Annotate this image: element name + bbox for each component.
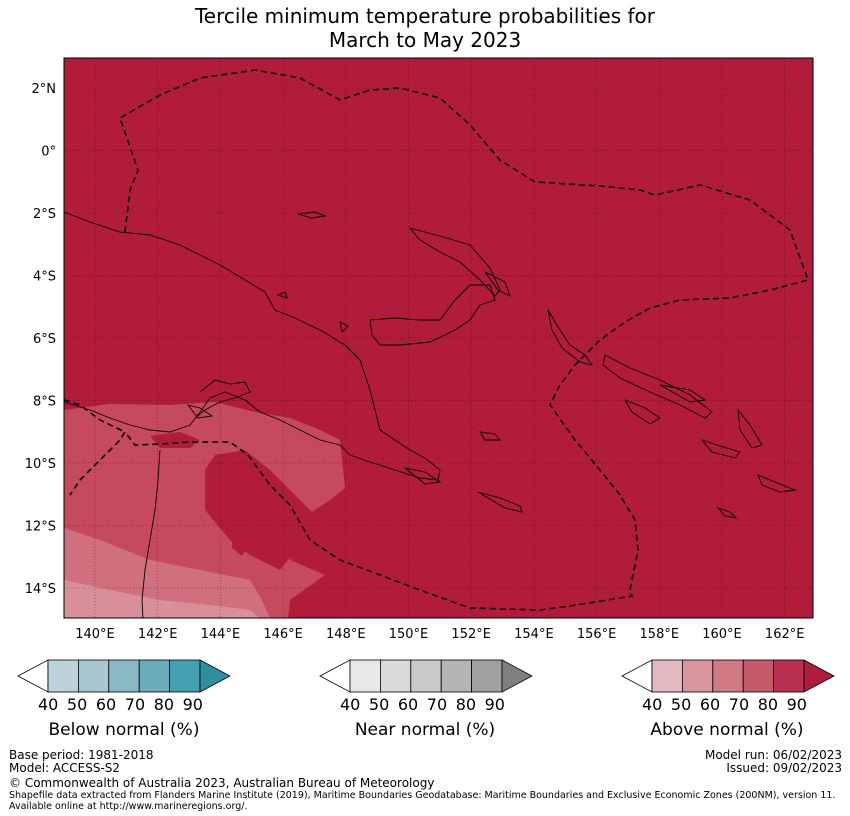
cb-above-tick: 80 [757,695,779,714]
lon-tick-label: 144°E [201,627,241,642]
colorbar-extend-low [17,659,49,693]
cb-above-tick: 50 [670,695,692,714]
colorbar-above [621,659,835,693]
colorbar-near [319,659,533,693]
colorbar-near-label: Near normal (%) [354,720,496,740]
colorbar-swatch [773,659,805,693]
eez-boundaries [63,69,810,611]
colorbar-swatch [47,659,79,693]
colorbar-swatch [349,659,381,693]
meta-left: Base period: 1981-2018 Model: ACCESS-S2 [9,749,154,775]
lon-tick-label: 160°E [702,627,742,642]
lon-tick-label: 148°E [326,627,366,642]
lat-tick-label: 2°S [33,207,56,222]
cb-below-tick: 80 [153,695,175,714]
cb-near-tick: 70 [426,695,448,714]
lat-tick-label: 6°S [33,332,56,347]
colorbar-swatch [682,659,714,693]
issued-date: Issued: 09/02/2023 [726,761,842,775]
cb-near-tick: 90 [484,695,505,714]
colorbar-swatch [410,659,442,693]
colorbar-extend-low [319,659,351,693]
colorbar-above-ticks: 40 50 60 70 80 90 [642,695,807,714]
lon-tick-label: 158°E [640,627,680,642]
coastlines [63,211,797,619]
lon-tick-label: 146°E [263,627,303,642]
shapefile-credit: Shapefile data extracted from Flanders M… [9,790,835,812]
gridlines [64,58,813,618]
cb-above-tick: 60 [699,695,721,714]
colorbar-swatch [138,659,170,693]
colorbar-extend-high [803,659,835,693]
lat-tick-label: 0° [41,145,56,160]
base-period: Base period: 1981-2018 [9,748,154,762]
colorbar-swatch [169,659,201,693]
colorbar-swatch [742,659,775,693]
title-line-1: Tercile minimum temperature probabilitie… [194,4,656,28]
cb-above-tick: 90 [786,695,807,714]
colorbar-swatch [651,659,683,693]
cb-near-tick: 80 [455,695,477,714]
lon-tick-label: 142°E [138,627,178,642]
cb-below-tick: 60 [95,695,117,714]
lat-tick-label: 12°S [25,520,56,535]
zone-90-patch [232,522,250,556]
cb-near-tick: 40 [340,695,361,714]
latitude-labels: 2°N 0° 2°S 4°S 6°S 8°S 10°S 12°S 14°S [25,82,56,597]
colorbar-above-label: Above normal (%) [650,720,804,740]
cb-below-tick: 50 [66,695,88,714]
model-name: Model: ACCESS-S2 [9,761,121,775]
cb-near-tick: 50 [368,695,390,714]
map-frame [63,57,814,619]
colorbar-swatch [78,659,110,693]
colorbars [17,659,835,693]
lat-tick-label: 14°S [25,582,56,597]
colorbar-extend-high [501,659,533,693]
lat-tick-label: 8°S [33,395,56,410]
colorbar-swatch [471,659,503,693]
colorbar-below [17,659,231,693]
probability-map: 2°N 0° 2°S 4°S 6°S 8°S 10°S 12°S 14°S 140°E 142°E… [25,57,814,642]
colorbar-swatch [440,659,473,693]
cb-below-tick: 70 [124,695,146,714]
lat-tick-label: 2°N [32,82,57,97]
lat-tick-label: 4°S [33,270,56,285]
shapefile-line-1: Shapefile data extracted from Flanders M… [9,790,836,801]
colorbar-near-ticks: 40 50 60 70 80 90 [340,695,505,714]
lon-tick-label: 154°E [514,627,554,642]
lat-tick-label: 10°S [25,457,56,472]
longitude-labels: 140°E 142°E 144°E 146°E 148°E 150°E 152°E 154°E… [75,627,804,642]
colorbar-extend-low [621,659,653,693]
colorbar-swatch [379,659,412,693]
zone-60-west [64,580,260,618]
cb-below-tick: 90 [182,695,203,714]
model-run: Model run: 06/02/2023 [704,748,842,762]
map-title: Tercile minimum temperature probabilitie… [0,4,850,52]
lon-tick-label: 156°E [577,627,617,642]
lon-tick-label: 162°E [765,627,805,642]
title-line-2: March to May 2023 [328,28,522,52]
shapefile-line-2: Available online at http://www.marinereg… [9,801,248,812]
cb-above-tick: 70 [728,695,750,714]
cb-below-tick: 40 [38,695,59,714]
colorbar-swatch [108,659,140,693]
meta-right: Model run: 06/02/2023 Issued: 09/02/2023 [705,749,842,775]
lon-tick-label: 140°E [75,627,115,642]
lon-tick-label: 152°E [451,627,491,642]
colorbar-below-ticks: 40 50 60 70 80 90 [38,695,203,714]
colorbar-swatch [712,659,744,693]
lon-tick-label: 150°E [389,627,429,642]
colorbar-extend-high [199,659,231,693]
cb-near-tick: 60 [397,695,419,714]
cb-above-tick: 40 [642,695,663,714]
copyright: © Commonwealth of Australia 2023, Austra… [9,776,435,790]
colorbar-below-label: Below normal (%) [48,720,200,740]
